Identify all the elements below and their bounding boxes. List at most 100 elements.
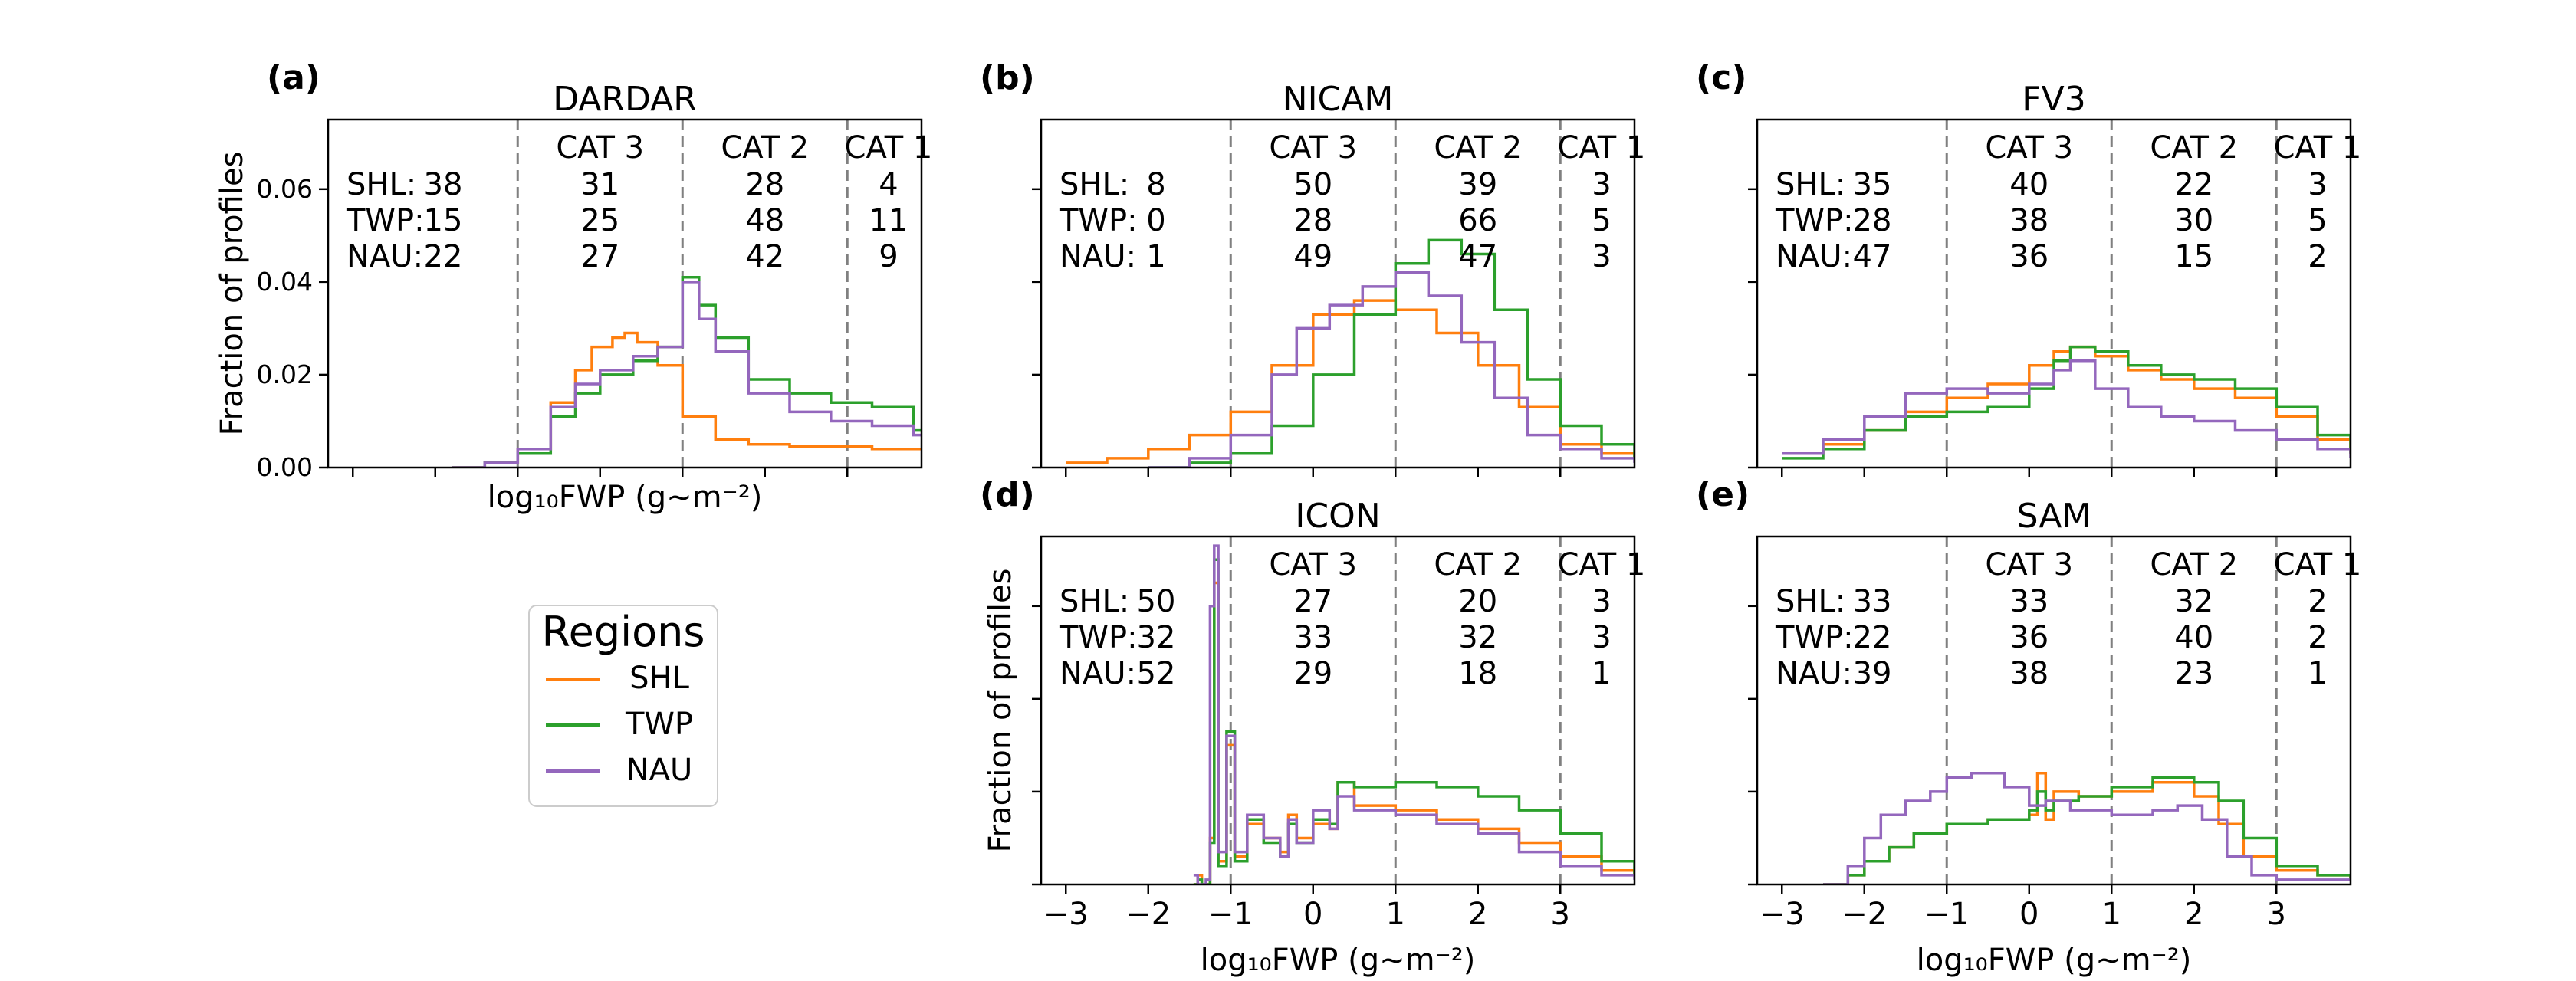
category-header: CAT 3 bbox=[1269, 547, 1357, 582]
series-group bbox=[452, 276, 922, 468]
category-header: CAT 1 bbox=[2274, 547, 2362, 582]
x-tick-label: 3 bbox=[1551, 897, 1570, 932]
stats-value: 38 bbox=[2009, 203, 2049, 238]
panel-a: 0.00 0.02 0.04 0.06 DARDAR (a) CAT 3 CAT 2 CAT 1… bbox=[215, 58, 932, 515]
x-tick-label: −2 bbox=[1125, 897, 1171, 932]
panels-group: 0.00 0.02 0.04 0.06 DARDAR (a) CAT 3 CAT 2 CAT 1… bbox=[215, 58, 2361, 978]
stats-value: 66 bbox=[1458, 203, 1497, 238]
panel-title: NICAM bbox=[1283, 80, 1394, 119]
stats-value: 2 bbox=[2308, 584, 2327, 619]
stats-value: 0 bbox=[1146, 203, 1165, 238]
category-header: CAT 3 bbox=[1985, 547, 2073, 582]
stats-value: 3 bbox=[2308, 167, 2327, 202]
x-tick-label: −1 bbox=[1924, 897, 1970, 932]
panel-label: (e) bbox=[1696, 475, 1750, 514]
panel-c: FV3 (c) CAT 3 CAT 2 CAT 1 SHL: 35 40 22 3 TWP:28 38… bbox=[1696, 58, 2361, 477]
stats-value: 3 bbox=[1592, 239, 1611, 274]
stats-value: 31 bbox=[580, 167, 619, 202]
stats-value: 33 bbox=[1853, 584, 1892, 619]
x-tick-label: 2 bbox=[2184, 897, 2203, 932]
plot-frame bbox=[1040, 535, 1636, 886]
y-tick-label: 0.06 bbox=[257, 174, 313, 204]
series-line-nau bbox=[1782, 359, 2351, 458]
series-group bbox=[1066, 238, 1635, 468]
stats-value: 32 bbox=[1137, 620, 1176, 655]
stats-value: 1 bbox=[1146, 239, 1165, 274]
series-line-shl bbox=[1193, 581, 1635, 884]
stats-value: 47 bbox=[1853, 239, 1892, 274]
stats-region-label: TWP: bbox=[1059, 203, 1138, 238]
stats-region-label: SHL: bbox=[347, 167, 416, 202]
plot-frame bbox=[1756, 535, 2352, 886]
plot-frame bbox=[1756, 118, 2352, 469]
category-header: CAT 2 bbox=[2150, 130, 2238, 166]
stats-value: 3 bbox=[1592, 620, 1611, 655]
series-line-nau bbox=[1148, 271, 1635, 468]
x-tick-label: −1 bbox=[1208, 897, 1254, 932]
stats-value: 5 bbox=[1592, 203, 1611, 238]
x-tick-label: −2 bbox=[1842, 897, 1887, 932]
stats-value: 27 bbox=[580, 239, 619, 274]
legend-entries: SHL TWP NAU bbox=[546, 661, 693, 788]
stats-region-label: NAU: bbox=[347, 239, 423, 274]
stats-value: 32 bbox=[1458, 620, 1497, 655]
x-tick-label: 2 bbox=[1468, 897, 1487, 932]
category-header: CAT 3 bbox=[556, 130, 644, 166]
panel-b: NICAM (b) CAT 3 CAT 2 CAT 1 SHL: 8 50 39 3 TWP: 0 28… bbox=[980, 58, 1645, 477]
stats-value: 32 bbox=[2174, 584, 2213, 619]
series-line-twp bbox=[1148, 238, 1635, 468]
stats-value: 40 bbox=[2009, 167, 2049, 202]
legend-entry-label: SHL bbox=[629, 661, 689, 696]
series-line-nau bbox=[452, 281, 922, 468]
stats-value: 3 bbox=[1592, 167, 1611, 202]
stats-value: 42 bbox=[745, 239, 784, 274]
x-axis-label: log₁₀FWP (g~m⁻²) bbox=[1201, 943, 1476, 978]
stats-region-label: NAU: bbox=[1060, 239, 1136, 274]
stats-value: 28 bbox=[1853, 203, 1892, 238]
stats-region-label: SHL: bbox=[1060, 167, 1129, 202]
legend-frame bbox=[528, 605, 718, 807]
panel-label: (c) bbox=[1696, 58, 1746, 97]
stats-value: 47 bbox=[1458, 239, 1497, 274]
stats-region-label: TWP: bbox=[1059, 620, 1138, 655]
series-line-twp bbox=[1193, 558, 1635, 884]
stats-region-label: SHL: bbox=[1776, 167, 1845, 202]
panel-label: (d) bbox=[980, 475, 1035, 514]
stats-value: 33 bbox=[2009, 584, 2049, 619]
x-axis-label: log₁₀FWP (g~m⁻²) bbox=[488, 480, 763, 515]
y-axis-label: Fraction of profiles bbox=[983, 569, 1018, 853]
panel-title: SAM bbox=[2017, 497, 2091, 536]
stats-region-label: SHL: bbox=[1060, 584, 1129, 619]
x-tick-label: 1 bbox=[2102, 897, 2121, 932]
stats-value: 36 bbox=[2009, 239, 2049, 274]
stats-value: 50 bbox=[1137, 584, 1176, 619]
category-header: CAT 2 bbox=[1434, 547, 1522, 582]
stats-value: 39 bbox=[1458, 167, 1497, 202]
x-tick-label: 3 bbox=[2267, 897, 2286, 932]
stats-region-label: TWP: bbox=[1775, 620, 1854, 655]
stats-value: 20 bbox=[1458, 584, 1497, 619]
panel-title: ICON bbox=[1295, 497, 1380, 536]
series-line-twp bbox=[452, 276, 922, 468]
stats-value: 9 bbox=[879, 239, 898, 274]
category-header: CAT 1 bbox=[1558, 130, 1646, 166]
x-tick-label: −3 bbox=[1043, 897, 1089, 932]
stats-value: 15 bbox=[2174, 239, 2213, 274]
stats-value: 1 bbox=[1592, 656, 1611, 691]
series-line-nau bbox=[1823, 771, 2351, 884]
category-header: CAT 2 bbox=[721, 130, 809, 166]
panel-d: −3 −2 −1 0 1 2 3 ICON (d) CAT 3 CAT 2 CAT 1 SHL: 50 27… bbox=[980, 475, 1645, 978]
category-header: CAT 1 bbox=[1558, 547, 1646, 582]
stats-value: 22 bbox=[1853, 620, 1892, 655]
plot-frame bbox=[1040, 118, 1636, 469]
panel-title: DARDAR bbox=[553, 80, 697, 119]
stats-value: 5 bbox=[2308, 203, 2327, 238]
category-header: CAT 3 bbox=[1269, 130, 1357, 166]
stats-value: 38 bbox=[2009, 656, 2049, 691]
x-axis-label: log₁₀FWP (g~m⁻²) bbox=[1917, 943, 2192, 978]
series-line-shl bbox=[1782, 345, 2351, 455]
stats-value: 1 bbox=[2308, 656, 2327, 691]
stats-region-label: NAU: bbox=[1776, 656, 1852, 691]
stats-value: 35 bbox=[1853, 167, 1892, 202]
stats-value: 22 bbox=[2174, 167, 2213, 202]
